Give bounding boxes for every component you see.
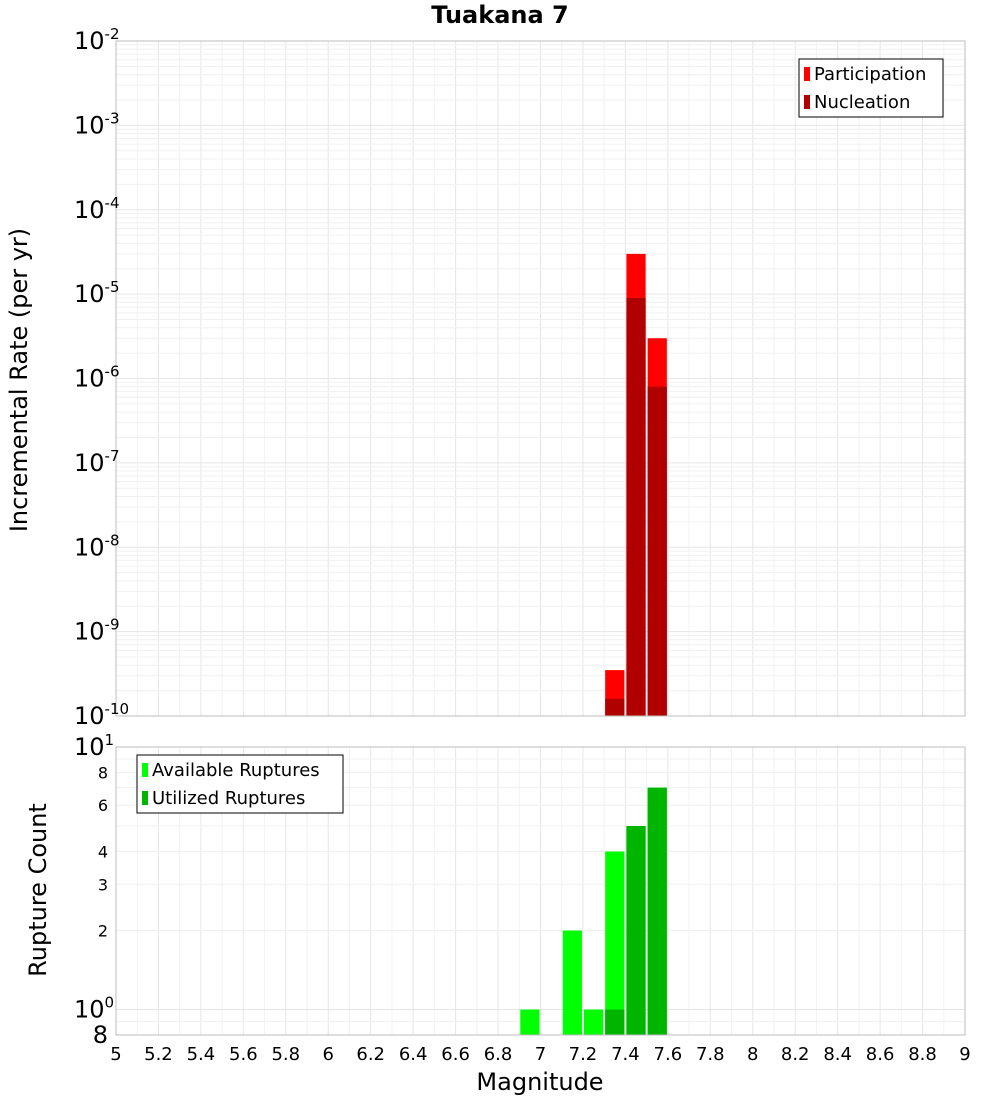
top-bar-nucleation	[626, 297, 646, 716]
x-tick-label: 7.8	[696, 1044, 725, 1065]
top-y-tick-label: 10-8	[74, 531, 120, 561]
top-plot-frame	[115, 40, 966, 717]
bottom-y-tick-label: 3	[98, 875, 108, 894]
top-y-tick-label: 10-9	[74, 616, 120, 646]
x-tick-label: 7.6	[654, 1044, 683, 1065]
x-tick-label: 6.6	[441, 1044, 470, 1065]
bottom-legend: Available Ruptures Utilized Ruptures	[136, 754, 344, 814]
x-tick-label: 5.2	[144, 1044, 173, 1065]
chart-title: Tuakana 7	[431, 1, 569, 29]
x-tick-label: 7.2	[569, 1044, 598, 1065]
top-legend: Participation Nucleation	[798, 58, 944, 118]
bottom-y-tick-label: 6	[98, 796, 108, 815]
bottom-y-tick-label: 100	[74, 994, 114, 1024]
bottom-plot-frame	[115, 746, 966, 1036]
bottom-y-tick-label: 4	[98, 842, 108, 861]
x-tick-label: 5	[110, 1044, 121, 1065]
x-tick-label: 5.4	[187, 1044, 216, 1065]
x-tick-label: 5.6	[229, 1044, 258, 1065]
top-y-tick-label: 10-10	[74, 700, 129, 730]
top-legend-swatch	[804, 95, 810, 109]
top-bar-nucleation	[647, 386, 667, 716]
top-y-tick-label: 10-5	[74, 278, 120, 308]
bottom-legend-swatch	[142, 791, 148, 805]
bottom-bar-available-ruptures	[583, 1009, 604, 1035]
x-tick-label: 7	[535, 1044, 546, 1065]
bottom-bars	[520, 787, 667, 1035]
top-bars	[605, 253, 667, 716]
bottom-legend-box	[136, 754, 344, 814]
x-tick-label: 6.4	[399, 1044, 428, 1065]
top-y-tick-label: 10-4	[74, 194, 120, 224]
top-y-tick-label: 10-6	[74, 363, 120, 393]
x-tick-label: 6.2	[356, 1044, 385, 1065]
bottom-y-axis-label: Rupture Count	[24, 803, 52, 977]
x-tick-label: 8.6	[866, 1044, 895, 1065]
bottom-y-tick-label: 8	[93, 1021, 108, 1049]
top-y-tick-labels: 10-2 10-3 10-4 10-5 10-6 10-7 10-8 10-9 10-10	[74, 25, 129, 730]
top-y-tick-label: 10-2	[74, 25, 120, 55]
bottom-bar-available-ruptures	[520, 1009, 540, 1035]
top-y-tick-label: 10-3	[74, 109, 120, 139]
x-tick-label: 8.8	[908, 1044, 937, 1065]
bottom-bar-utilized-ruptures	[647, 787, 667, 1035]
x-tick-label: 7.4	[611, 1044, 640, 1065]
x-tick-label: 6.8	[484, 1044, 513, 1065]
bottom-legend-swatch	[142, 763, 148, 777]
top-y-axis-label: Incremental Rate (per yr)	[5, 228, 33, 532]
bottom-bar-utilized-ruptures	[626, 826, 646, 1035]
x-axis-label: Magnitude	[476, 1068, 603, 1096]
top-legend-box	[798, 58, 944, 118]
x-tick-label: 6	[323, 1044, 334, 1065]
top-legend-label: Participation	[814, 64, 926, 85]
top-bar-nucleation	[605, 698, 625, 716]
bottom-legend-label: Utilized Ruptures	[152, 788, 305, 809]
top-y-tick-label: 10-7	[74, 447, 120, 477]
bottom-bar-available-ruptures	[605, 851, 625, 1035]
x-tick-label: 5.8	[271, 1044, 300, 1065]
bottom-y-tick-label: 101	[74, 731, 114, 761]
x-tick-label: 8	[747, 1044, 758, 1065]
top-legend-swatch	[804, 67, 810, 81]
top-grid	[115, 41, 966, 717]
top-plot-panel: 10-2 10-3 10-4 10-5 10-6 10-7 10-8 10-9 10-10 Par…	[74, 25, 966, 730]
top-legend-label: Nucleation	[814, 92, 910, 113]
bottom-bar-utilized-ruptures	[605, 1009, 625, 1035]
x-tick-label: 8.2	[781, 1044, 810, 1065]
x-tick-label: 9	[959, 1044, 970, 1065]
x-axis-tick-labels: 5 5.2 5.4 5.6 5.8 6 6.2 6.4 6.6 6.8 7 7.2 7.4 7.6 7.8 8…	[110, 1044, 970, 1065]
bottom-legend-label: Available Ruptures	[152, 760, 320, 781]
bottom-y-tick-label: 8	[98, 763, 108, 782]
bottom-y-tick-label: 2	[98, 922, 108, 941]
x-tick-label: 8.4	[823, 1044, 852, 1065]
bottom-bar-available-ruptures	[562, 930, 582, 1035]
